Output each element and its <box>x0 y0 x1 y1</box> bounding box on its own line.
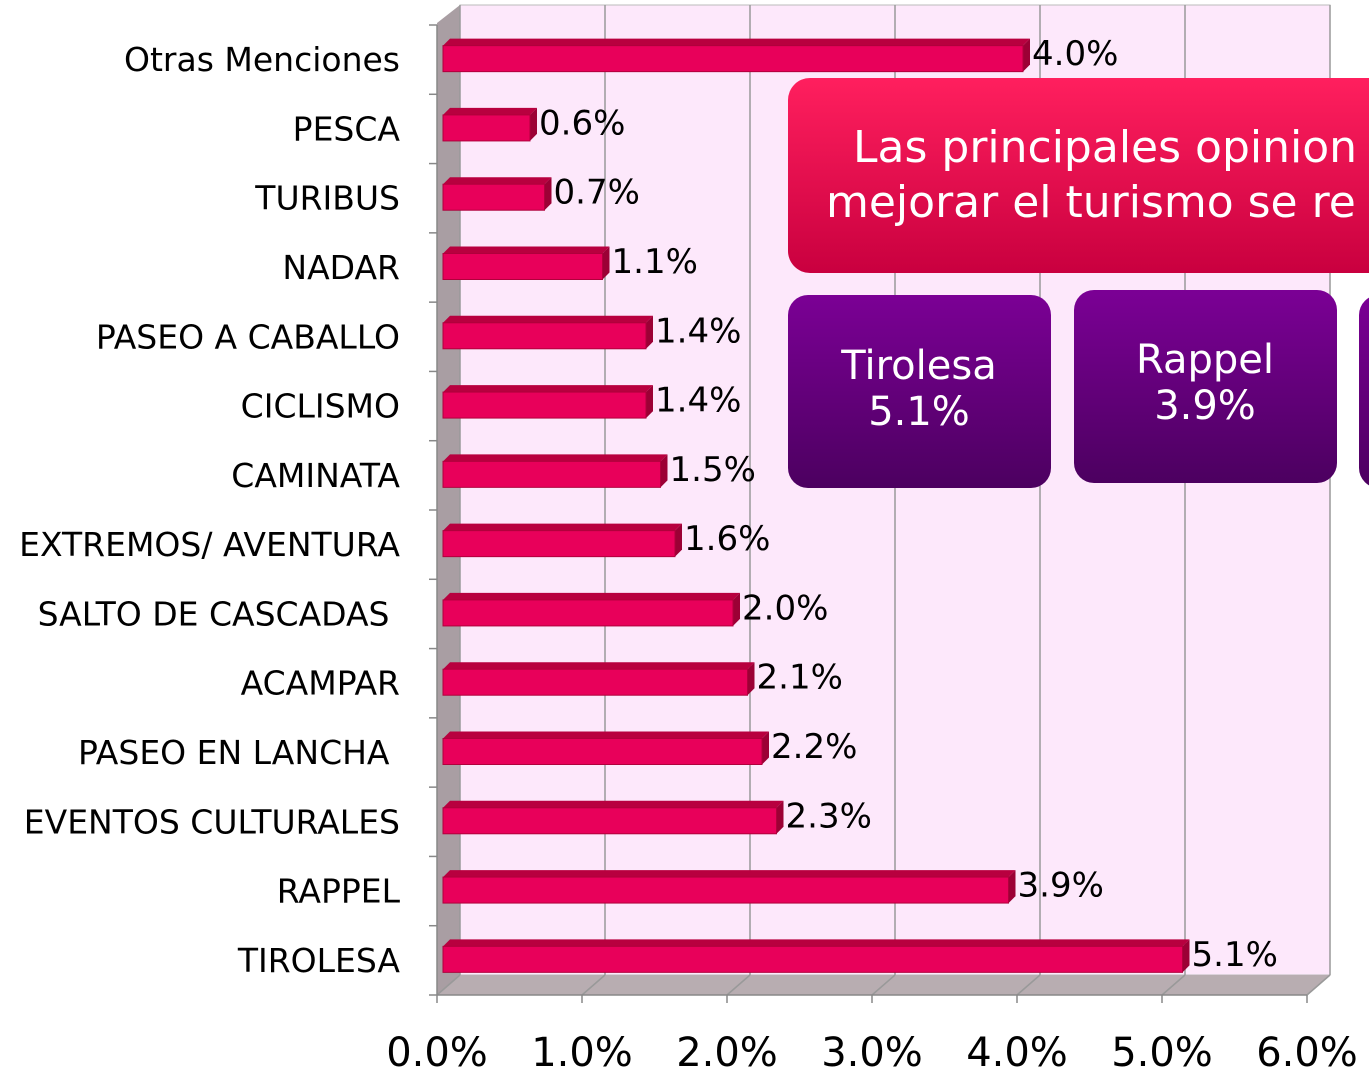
y-tick-label: TIROLESA <box>237 941 401 980</box>
bar <box>442 391 647 419</box>
y-tick-label: TURIBUS <box>254 179 400 218</box>
grid-line <box>871 974 896 996</box>
value-label: 0.7% <box>554 173 640 213</box>
bar-top <box>443 939 1190 947</box>
y-tick-label: EXTREMOS/ AVENTURA <box>19 525 400 564</box>
x-tick-label: 3.0% <box>821 1030 923 1076</box>
grid-line <box>581 974 606 996</box>
side-wall <box>437 5 460 995</box>
y-tick-label: PASEO A CABALLO <box>96 317 400 356</box>
grid-line <box>1161 974 1186 996</box>
bar-top <box>443 800 784 808</box>
y-tick-label: CICLISMO <box>241 387 400 426</box>
y-tick-label: ACAMPAR <box>241 664 400 703</box>
y-tick-label: Otras Menciones <box>124 40 400 79</box>
bar-top <box>443 315 653 323</box>
bar <box>442 668 748 696</box>
bar <box>442 183 545 211</box>
bar-side <box>1008 870 1016 904</box>
value-label: 1.4% <box>655 311 741 351</box>
bar-top <box>443 246 610 254</box>
box-text: Rappel <box>1136 337 1274 383</box>
y-tick-label: PESCA <box>293 109 401 148</box>
value-label: 1.4% <box>655 381 741 421</box>
bar-side <box>660 454 668 488</box>
value-label: 2.3% <box>786 796 872 836</box>
bar-side <box>1182 939 1190 973</box>
bar-side <box>675 523 682 557</box>
bar-top <box>443 592 740 600</box>
value-label: 1.1% <box>612 242 698 282</box>
y-tick-label: CAMINATA <box>231 456 400 495</box>
grid-line <box>726 974 751 996</box>
overlay: Las principales opinion mejorar el turis… <box>788 78 1369 488</box>
bar <box>442 807 777 835</box>
value-label: 1.5% <box>670 450 756 490</box>
y-tick-label: NADAR <box>282 248 400 287</box>
bar <box>442 114 531 142</box>
bar-top <box>443 662 755 670</box>
callout-box <box>788 78 1369 273</box>
bar-side <box>776 800 784 834</box>
callout-text: mejorar el turismo se re <box>826 177 1356 228</box>
bar-top <box>443 385 653 393</box>
bar-top <box>443 454 668 462</box>
highlight-box <box>1074 290 1337 483</box>
bar-top <box>443 731 769 739</box>
x-tick-label: 1.0% <box>531 1030 633 1076</box>
bar-side <box>544 177 552 211</box>
callout-text: Las principales opinion <box>853 122 1357 173</box>
bar-top <box>443 38 1030 46</box>
bar-side <box>646 385 653 419</box>
bar <box>442 460 661 488</box>
bar-side <box>733 592 740 626</box>
value-label: 2.1% <box>757 658 843 698</box>
y-tick-label: PASEO EN LANCHA <box>78 733 400 772</box>
box-text: Tirolesa <box>840 343 996 389</box>
bar <box>442 45 1024 73</box>
y-tick-label: RAPPEL <box>277 872 401 911</box>
bar-side <box>602 246 610 280</box>
bar <box>442 322 647 350</box>
highlight-box <box>788 295 1051 488</box>
bar-side <box>530 107 537 141</box>
x-tick-label: 4.0% <box>966 1030 1068 1076</box>
bar <box>442 945 1183 973</box>
value-label: 0.6% <box>539 103 625 143</box>
highlight-box <box>1359 297 1369 486</box>
bar-top <box>443 870 1016 878</box>
bar <box>442 599 734 627</box>
x-tick-label: 6.0% <box>1256 1030 1358 1076</box>
bar-side <box>646 315 653 349</box>
grid-line <box>1306 974 1331 996</box>
value-label: 5.1% <box>1192 935 1278 975</box>
value-label: 2.0% <box>742 588 828 628</box>
value-label: 1.6% <box>684 519 770 559</box>
box-text: 5.1% <box>868 389 970 435</box>
bar <box>442 530 676 558</box>
bar <box>442 876 1009 904</box>
y-tick-label: SALTO DE CASCADAS <box>38 594 400 633</box>
bar-top <box>443 177 552 185</box>
bar-side <box>762 731 769 765</box>
bar-top <box>443 107 537 115</box>
x-tick-label: 0.0% <box>386 1030 488 1076</box>
bar-top <box>443 523 682 531</box>
x-tick-label: 5.0% <box>1111 1030 1213 1076</box>
box-text: 3.9% <box>1154 383 1256 429</box>
grid-line <box>1016 974 1041 996</box>
bar-side <box>747 662 755 696</box>
value-label: 4.0% <box>1032 34 1118 74</box>
bar <box>442 253 603 280</box>
bar <box>442 738 763 765</box>
x-tick-label: 2.0% <box>676 1030 778 1076</box>
y-tick-label: EVENTOS CULTURALES <box>24 802 400 841</box>
value-label: 2.2% <box>771 727 857 767</box>
value-label: 3.9% <box>1018 866 1104 906</box>
grid-line <box>436 974 461 996</box>
bar-side <box>1023 38 1030 72</box>
